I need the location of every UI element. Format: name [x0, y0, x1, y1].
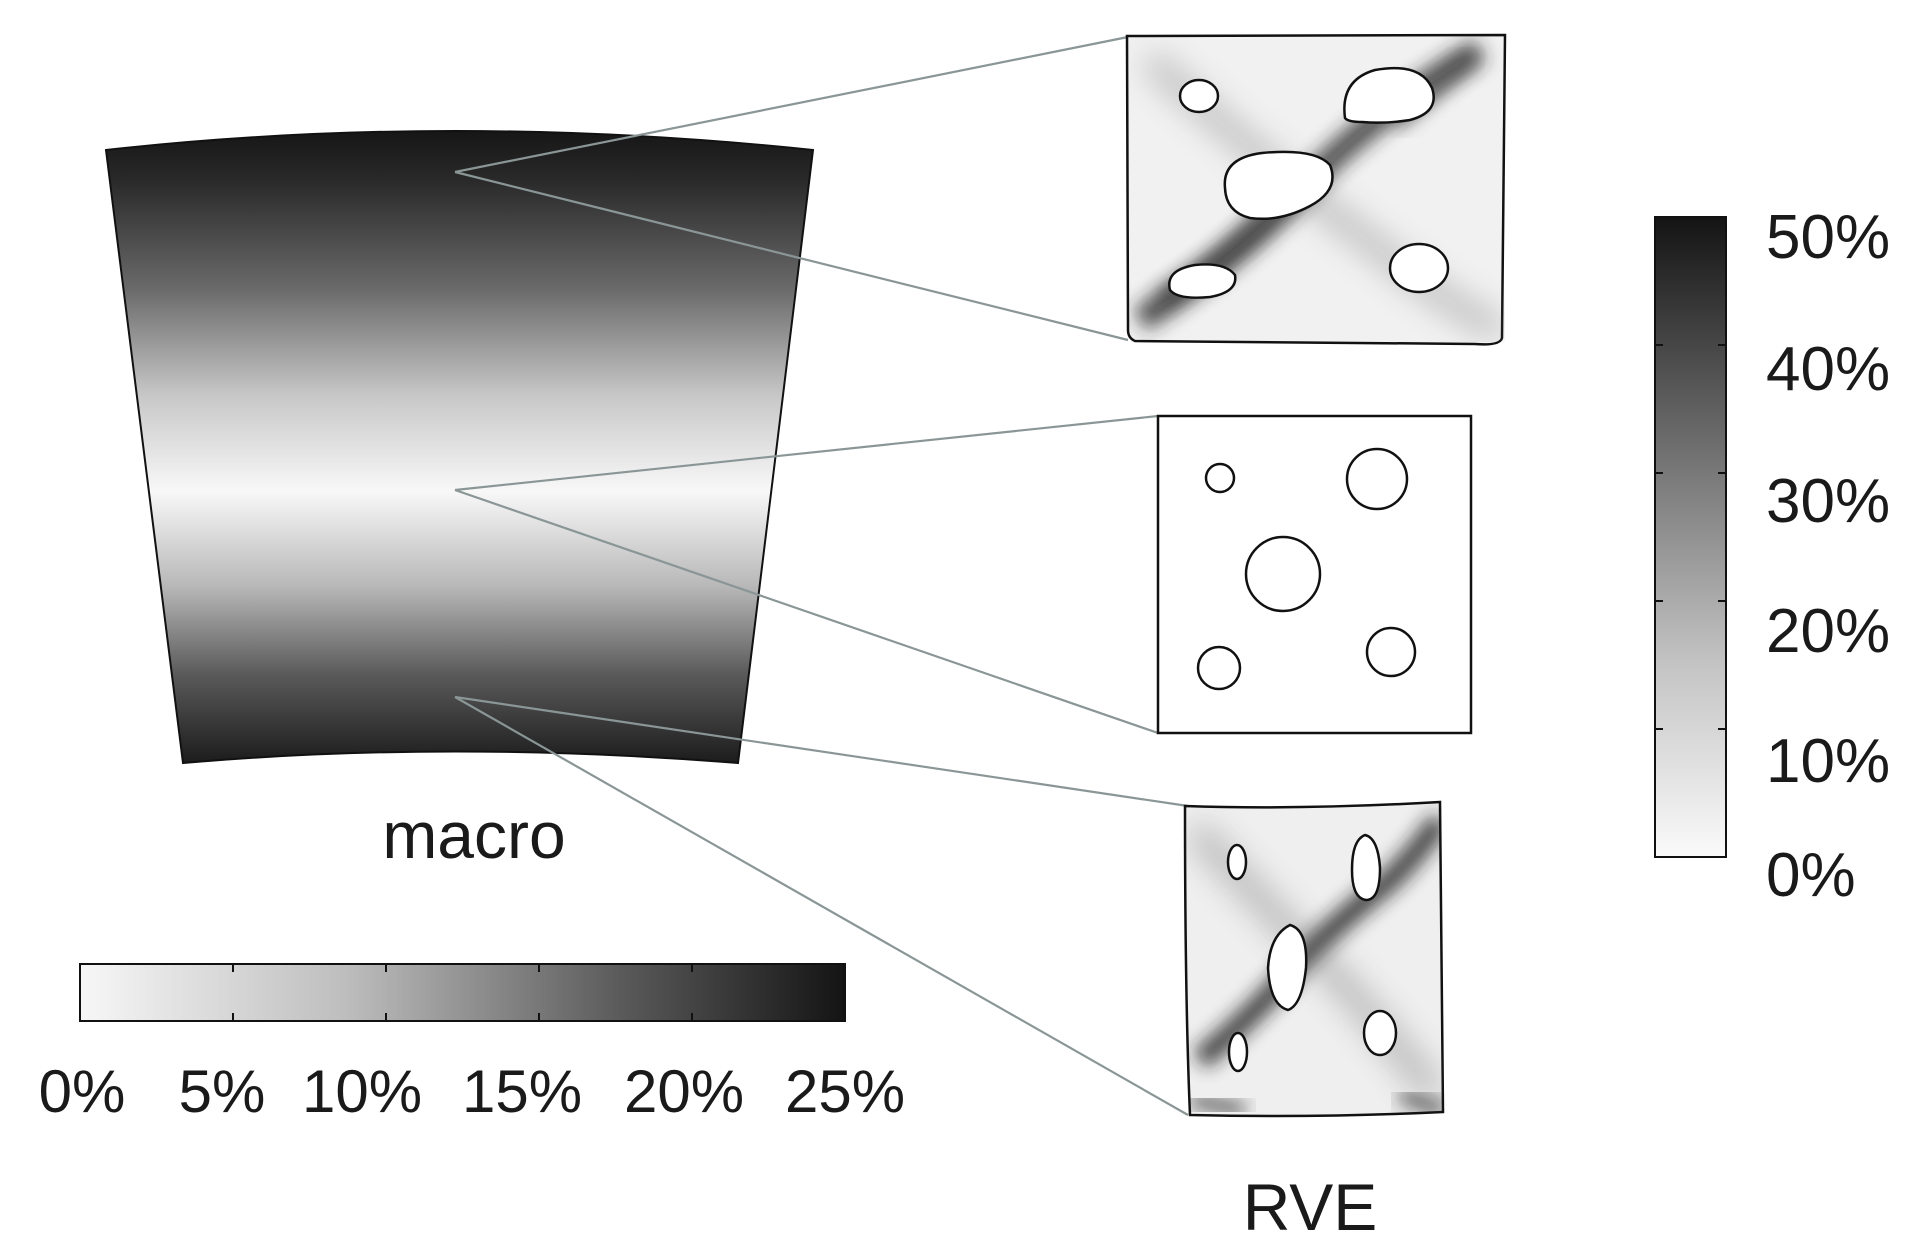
rve-panel-middle — [1156, 414, 1473, 735]
rve-label: RVE — [1243, 1170, 1378, 1244]
rve-middle-void — [1204, 462, 1236, 494]
rve-colorbar-tick-label: 10% — [1766, 727, 1890, 796]
rve-top-void — [1168, 263, 1237, 299]
macro-specimen-shape — [104, 130, 815, 765]
connector-bottom-lower — [454, 696, 1189, 1116]
connector-middle-upper — [454, 414, 1159, 492]
connector-middle-lower — [454, 488, 1159, 735]
rve-colorbar-tick-label: 40% — [1766, 335, 1890, 404]
macro-colorbar-bar — [79, 963, 846, 1022]
rve-bottom-void — [1350, 833, 1382, 902]
rve-middle-void — [1244, 535, 1322, 613]
connector-bottom-upper — [454, 695, 1189, 808]
macro-colorbar: 0% 5% 10% 15% 20% 25% — [39, 963, 905, 1125]
rve-top-void — [1178, 78, 1220, 114]
rve-colorbar: 50% 40% 30% 20% 10% 0% — [1654, 203, 1890, 910]
rve-colorbar-bar — [1654, 216, 1727, 858]
macro-colorbar-ticks: 0% 5% 10% 15% 20% 25% — [39, 964, 905, 1125]
macro-colorbar-tick-label: 15% — [462, 1058, 582, 1125]
rve-bottom-void — [1227, 1031, 1249, 1073]
rve-panel-bottom — [1183, 800, 1445, 1118]
rve-top-void — [1223, 150, 1334, 220]
macro-colorbar-tick-label: 10% — [302, 1058, 422, 1125]
rve-middle-void — [1345, 447, 1409, 511]
macro-colorbar-tick-label: 20% — [624, 1058, 744, 1125]
rve-bottom-void — [1362, 1009, 1398, 1057]
macro-colorbar-tick-label: 5% — [179, 1058, 266, 1125]
rve-colorbar-tick-label: 0% — [1766, 841, 1856, 910]
connector-lines — [454, 35, 1189, 1116]
rve-bottom-void — [1226, 843, 1248, 881]
rve-bottom-void — [1266, 923, 1308, 1012]
rve-top-void — [1388, 242, 1450, 294]
connector-top-upper — [454, 35, 1129, 174]
rve-colorbar-tick-label: 30% — [1766, 467, 1890, 536]
macro-colorbar-tick-label: 25% — [785, 1058, 905, 1125]
rve-middle-void — [1196, 645, 1242, 691]
rve-colorbar-tick-label: 20% — [1766, 597, 1890, 666]
connector-top-lower — [454, 170, 1129, 342]
rve-colorbar-tick-label: 50% — [1766, 203, 1890, 272]
rve-middle-void — [1365, 626, 1417, 678]
macro-label: macro — [382, 798, 565, 872]
macro-colorbar-tick-label: 0% — [39, 1058, 126, 1125]
rve-top-void — [1343, 66, 1435, 124]
rve-panel-top — [1125, 33, 1507, 346]
rve-colorbar-ticks: 50% 40% 30% 20% 10% 0% — [1655, 203, 1890, 910]
macro-specimen — [104, 130, 815, 765]
